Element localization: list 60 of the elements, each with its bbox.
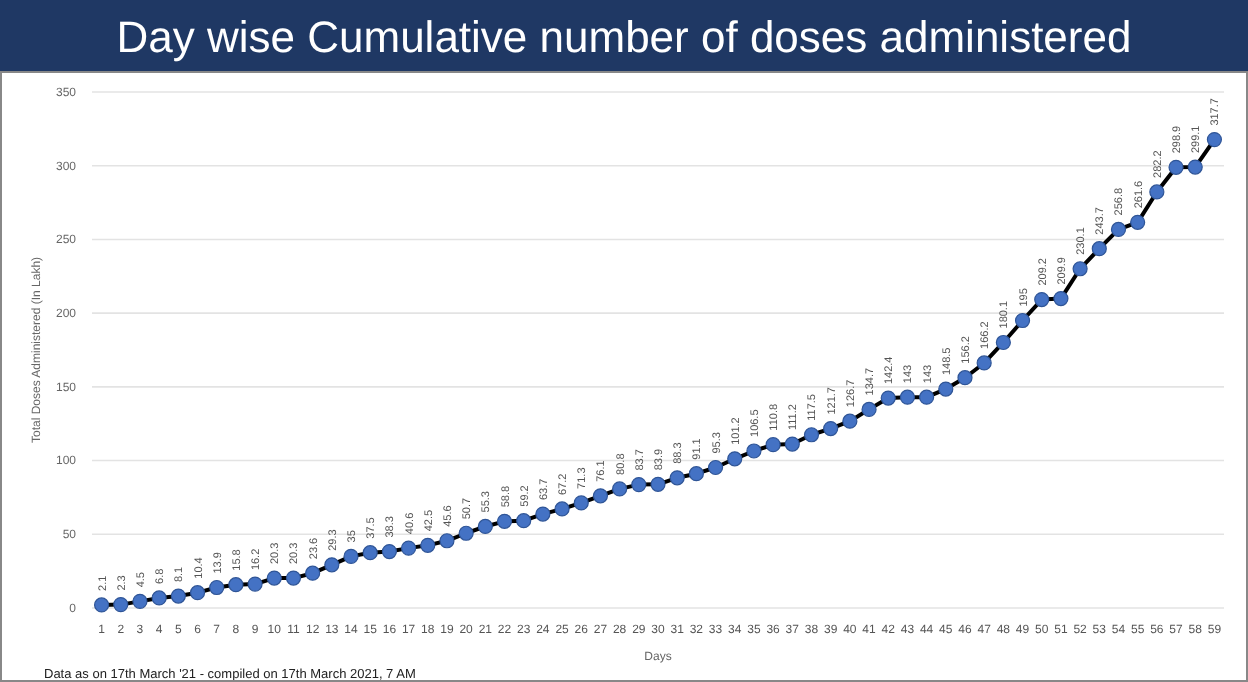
point [784, 436, 800, 452]
point [1149, 184, 1165, 200]
point [765, 437, 781, 453]
point [305, 565, 321, 581]
point [1034, 291, 1050, 308]
point [612, 481, 628, 497]
point [1072, 261, 1088, 277]
point [400, 540, 417, 556]
point [228, 577, 244, 593]
point [189, 585, 206, 601]
point [439, 533, 455, 549]
point [381, 543, 397, 560]
point [727, 451, 743, 467]
point [132, 593, 148, 609]
point [285, 570, 302, 586]
point [976, 355, 992, 371]
point [899, 389, 916, 405]
point [362, 545, 378, 561]
point [1091, 241, 1107, 257]
point [1110, 221, 1127, 237]
point [420, 537, 436, 553]
point [861, 401, 877, 418]
point [1053, 290, 1069, 307]
point [535, 506, 551, 522]
point [496, 513, 513, 529]
point [266, 570, 282, 586]
point [995, 334, 1011, 351]
point [688, 466, 704, 482]
point [631, 477, 647, 493]
point [938, 381, 954, 397]
point [592, 488, 609, 504]
point [1168, 159, 1184, 175]
chart-title: Day wise Cumulative number of doses administered [116, 12, 1132, 62]
point [803, 427, 820, 443]
point [957, 370, 973, 386]
point [573, 495, 589, 511]
point [1206, 132, 1223, 148]
point [650, 476, 666, 492]
point [93, 597, 110, 613]
point [823, 420, 839, 437]
point [554, 501, 570, 517]
point [113, 597, 129, 613]
point [343, 548, 359, 564]
point [746, 443, 762, 459]
point [842, 413, 858, 429]
point [1130, 214, 1146, 230]
point [458, 525, 474, 541]
point [477, 518, 493, 535]
point [516, 513, 532, 529]
point [707, 459, 724, 476]
point [170, 588, 186, 604]
point [324, 557, 340, 573]
point [880, 390, 896, 406]
point [1014, 312, 1031, 329]
point [669, 470, 685, 486]
point [919, 389, 935, 405]
point [247, 576, 263, 592]
point [151, 590, 167, 606]
point [1187, 159, 1203, 175]
point [209, 579, 225, 596]
